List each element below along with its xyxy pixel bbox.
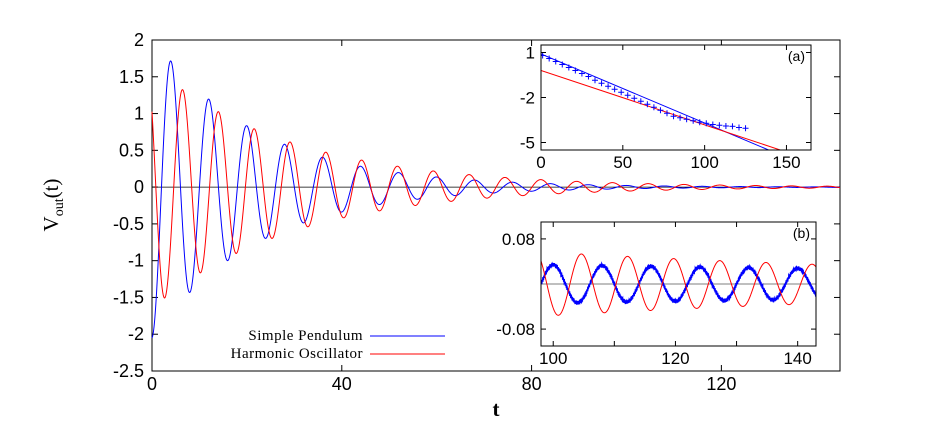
inset-a-point [565,64,572,71]
inset-a-point [650,104,657,111]
inset-a-point [644,101,651,108]
inset-a-point [605,83,612,90]
inset-b-ticks: 100 120 140 0.08 -0.08 [496,222,816,368]
inset-b-label: (b) [793,225,810,241]
inset-y-tick-label: -2 [520,89,535,108]
inset-a-point [677,114,684,121]
inset-b-frame [540,221,817,347]
inset-b-series-line [541,253,816,316]
main-axis-ticks: -2.5 -2 -1.5 -1 -0.5 0 0.5 1 1.5 2 0 40 80 120 [113,30,840,394]
inset-a-point [592,77,598,84]
y-tick-label: 0.5 [119,140,144,160]
inset-a-point [559,61,566,68]
x-tick-label: 0 [147,374,157,394]
inset-a-fit-line [541,70,782,150]
inset-a-point [729,123,736,130]
legend-label-simple-pendulum: Simple Pendulum [248,328,363,344]
inset-a-point [541,52,546,59]
series-line-harmonic-oscillator [151,89,841,299]
inset-a-point [709,121,716,128]
x-axis-label: t [493,397,500,421]
inset-x-tick-label: 0 [536,153,545,172]
inset-y-tick-label: -0.08 [496,320,535,339]
inset-a-point [664,110,670,117]
inset-b-content [541,253,816,316]
x-tick-label: 40 [332,374,352,394]
inset-b-series-line [541,261,816,305]
inset-a-point [703,120,710,127]
inset-a-point [670,113,677,120]
inset-a-point [637,98,644,105]
inset-a-point [546,55,553,62]
inset-a-point [722,123,729,129]
y-tick-label: -1.5 [113,287,144,307]
inset-a-point [611,86,618,93]
y-axis-label-main: V [39,216,63,231]
y-tick-label: -0.5 [113,214,144,234]
inset-x-tick-label: 100 [539,349,567,368]
y-tick-label: 1.5 [119,67,144,87]
inset-a-background [541,45,811,150]
inset-a-point [683,116,690,123]
legend: Simple Pendulum Harmonic Oscillator [231,328,445,362]
y-tick-label: 2 [134,30,144,50]
y-axis-label-text: Vout(t) [39,179,67,232]
inset-a-point [572,67,579,74]
y-tick-label: -2 [128,324,144,344]
inset-a-point [598,80,605,87]
inset-a-point [742,125,749,132]
inset-a-point [657,107,664,114]
inset-a-point [696,119,703,126]
y-axis-label-subscript: out [52,198,67,216]
series-line-simple-pendulum [151,60,841,339]
inset-y-tick-label: 1 [526,44,535,63]
inset-x-tick-label: 120 [661,349,689,368]
inset-a-point [690,117,697,124]
inset-x-tick-label: 140 [783,349,811,368]
inset-a-point [736,124,742,131]
inset-x-tick-label: 150 [772,153,800,172]
y-tick-label: 1 [134,104,144,124]
inset-a-point [618,89,625,96]
inset-y-tick-label: 0.08 [502,230,535,249]
y-tick-label: 0 [134,177,144,197]
y-tick-label: -2.5 [113,361,144,381]
y-tick-label: -1 [128,251,144,271]
x-tick-label: 120 [706,374,736,394]
inset-a-point [624,92,631,99]
main-plot-frame [151,39,841,372]
inset-a-point [552,58,559,65]
inset-a-point [716,122,723,129]
inset-a-point [578,70,585,77]
y-axis-label-suffix: (t) [39,179,63,199]
inset-x-tick-label: 100 [690,153,718,172]
inset-y-tick-label: -5 [520,134,535,153]
y-axis-label: Vout(t) [39,179,67,232]
x-tick-label: 80 [522,374,542,394]
legend-label-harmonic-oscillator: Harmonic Oscillator [231,346,363,362]
inset-a-content [541,52,782,150]
inset-a: 0 50 100 150 1 -2 -5 (a) [520,44,812,172]
inset-x-tick-label: 50 [613,153,632,172]
main-series-group [151,60,841,339]
inset-a-point [585,73,592,80]
inset-a-point [631,95,638,102]
inset-a-label: (a) [788,48,805,64]
inset-a-ticks: 0 50 100 150 1 -2 -5 [520,44,811,172]
inset-b: 100 120 140 0.08 -0.08 (b) [496,221,817,368]
